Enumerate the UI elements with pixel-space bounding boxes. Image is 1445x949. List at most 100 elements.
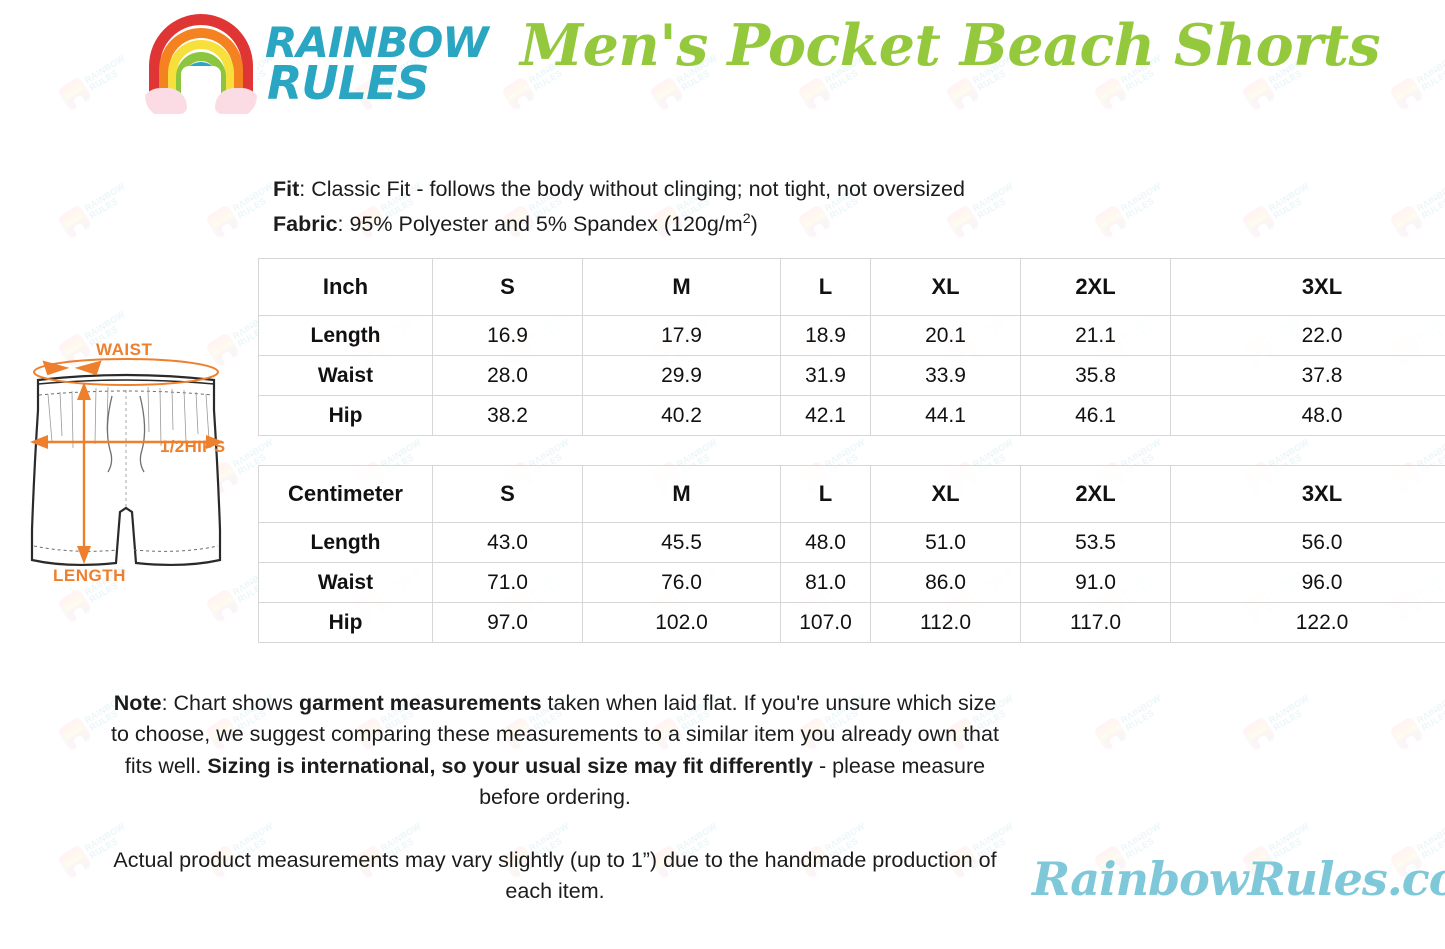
unit-header: Centimeter xyxy=(258,465,433,523)
cell-value: 37.8 xyxy=(1170,355,1445,396)
fabric-text-pre: : 95% Polyester and 5% Spandex (120g/m xyxy=(337,211,743,236)
logo-notch xyxy=(181,66,221,106)
cell-value: 56.0 xyxy=(1170,522,1445,563)
cell-value: 33.9 xyxy=(870,355,1021,396)
note-part1: : Chart shows xyxy=(161,691,299,715)
cell-value: 51.0 xyxy=(870,522,1021,563)
cloud-right-icon xyxy=(215,88,257,114)
site-logo: RainbowRules.com xyxy=(1032,852,1445,906)
table-row: Length 16.9 17.9 18.9 20.1 21.1 22.0 xyxy=(258,315,1445,356)
fabric-line: Fabric: 95% Polyester and 5% Spandex (12… xyxy=(273,209,1173,240)
cell-value: 81.0 xyxy=(780,562,871,603)
brand-wordmark-line2: RULES xyxy=(267,56,430,111)
production-disclaimer: Actual product measurements may vary sli… xyxy=(113,848,997,904)
table-row: Hip 38.2 40.2 42.1 44.1 46.1 48.0 xyxy=(258,395,1445,436)
cell-value: 102.0 xyxy=(582,602,781,643)
fabric-superscript: 2 xyxy=(742,210,751,227)
cell-value: 35.8 xyxy=(1020,355,1171,396)
cell-value: 18.9 xyxy=(780,315,871,356)
cell-value: 86.0 xyxy=(870,562,1021,603)
hem-right xyxy=(133,545,219,552)
size-header-3xl: 3XL xyxy=(1170,258,1445,316)
hem-left xyxy=(33,545,119,552)
cell-value: 44.1 xyxy=(870,395,1021,436)
cell-value: 97.0 xyxy=(432,602,583,643)
note-bold2: Sizing is international, so your usual s… xyxy=(207,753,814,778)
cell-value: 43.0 xyxy=(432,522,583,563)
size-header-l: L xyxy=(780,465,871,523)
size-header-s: S xyxy=(432,258,583,316)
cell-value: 112.0 xyxy=(870,602,1021,643)
shorts-diagram-svg xyxy=(30,358,224,567)
table-row: Waist 71.0 76.0 81.0 86.0 91.0 96.0 xyxy=(258,562,1445,603)
cell-value: 91.0 xyxy=(1020,562,1171,603)
waistband-line xyxy=(37,379,215,385)
cell-value: 17.9 xyxy=(582,315,781,356)
table-row: Hip 97.0 102.0 107.0 112.0 117.0 122.0 xyxy=(258,602,1445,643)
product-intro: Fit: Classic Fit - follows the body with… xyxy=(273,174,1173,243)
fit-label: Fit xyxy=(273,177,300,201)
note-part2: taken when laid flat. If you're unsure w… xyxy=(111,691,999,778)
cell-value: 45.5 xyxy=(582,522,781,563)
fit-text: : Classic Fit - follows the body without… xyxy=(299,177,965,201)
length-arrow xyxy=(77,382,91,564)
size-table-centimeter: Centimeter S M L XL 2XL 3XL Length 43.0 … xyxy=(258,465,1445,643)
cell-value: 31.9 xyxy=(780,355,871,396)
row-label: Length xyxy=(258,315,433,356)
header: RAINBOW RULES Men's Pocket Beach Shorts xyxy=(0,0,1445,130)
waist-arrows xyxy=(42,360,102,376)
cell-value: 76.0 xyxy=(582,562,781,603)
cell-value: 48.0 xyxy=(780,522,871,563)
cell-value: 21.1 xyxy=(1020,315,1171,356)
page-title: Men's Pocket Beach Shorts xyxy=(520,12,1381,79)
diagram-label-length: LENGTH xyxy=(53,566,126,585)
cell-value: 29.9 xyxy=(582,355,781,396)
row-label: Waist xyxy=(258,355,433,396)
cell-value: 122.0 xyxy=(1170,602,1445,643)
size-header-m: M xyxy=(582,465,781,523)
cell-value: 38.2 xyxy=(432,395,583,436)
note-bold1: garment measurements xyxy=(298,691,542,715)
cell-value: 96.0 xyxy=(1170,562,1445,603)
sizing-note: Note: Chart shows garment measurements t… xyxy=(110,688,1000,814)
brand-wordmark-line1: RAINBOW xyxy=(265,17,489,67)
waist-ellipse xyxy=(33,358,219,386)
cell-value: 40.2 xyxy=(582,395,781,436)
table-row: Waist 28.0 29.9 31.9 33.9 35.8 37.8 xyxy=(258,355,1445,396)
cell-value: 71.0 xyxy=(432,562,583,603)
cell-value: 28.0 xyxy=(432,355,583,396)
cell-value: 53.5 xyxy=(1020,522,1171,563)
size-header-s: S xyxy=(432,465,583,523)
drawstrings xyxy=(106,395,146,473)
table-header-row: Centimeter S M L XL 2XL 3XL xyxy=(258,465,1445,523)
row-label: Hip xyxy=(258,602,433,643)
brand-wordmark: RAINBOW RULES xyxy=(265,17,489,111)
fabric-text-post: ) xyxy=(750,211,758,236)
fabric-label: Fabric xyxy=(273,211,338,236)
rainbow-logo-icon xyxy=(145,10,257,118)
size-header-2xl: 2XL xyxy=(1020,465,1171,523)
cell-value: 42.1 xyxy=(780,395,871,436)
diagram-label-waist: WAIST xyxy=(96,340,153,359)
shorts-measurement-diagram: WAIST 1/2HIPS LENGTH xyxy=(8,332,258,602)
cell-value: 117.0 xyxy=(1020,602,1171,643)
row-label: Length xyxy=(258,522,433,563)
cell-value: 16.9 xyxy=(432,315,583,356)
diagram-label-hips: 1/2HIPS xyxy=(160,437,226,456)
brand-logo: RAINBOW RULES xyxy=(145,10,489,118)
cell-value: 107.0 xyxy=(780,602,871,643)
unit-header: Inch xyxy=(258,258,433,316)
row-label: Hip xyxy=(258,395,433,436)
size-header-3xl: 3XL xyxy=(1170,465,1445,523)
hips-arrow xyxy=(30,435,224,449)
size-header-xl: XL xyxy=(870,258,1021,316)
size-header-l: L xyxy=(780,258,871,316)
size-header-m: M xyxy=(582,258,781,316)
size-header-2xl: 2XL xyxy=(1020,258,1171,316)
cell-value: 48.0 xyxy=(1170,395,1445,436)
fit-line: Fit: Classic Fit - follows the body with… xyxy=(273,174,1173,205)
cell-value: 20.1 xyxy=(870,315,1021,356)
size-header-xl: XL xyxy=(870,465,1021,523)
table-row: Length 43.0 45.5 48.0 51.0 53.5 56.0 xyxy=(258,522,1445,563)
cloud-left-icon xyxy=(145,88,187,114)
